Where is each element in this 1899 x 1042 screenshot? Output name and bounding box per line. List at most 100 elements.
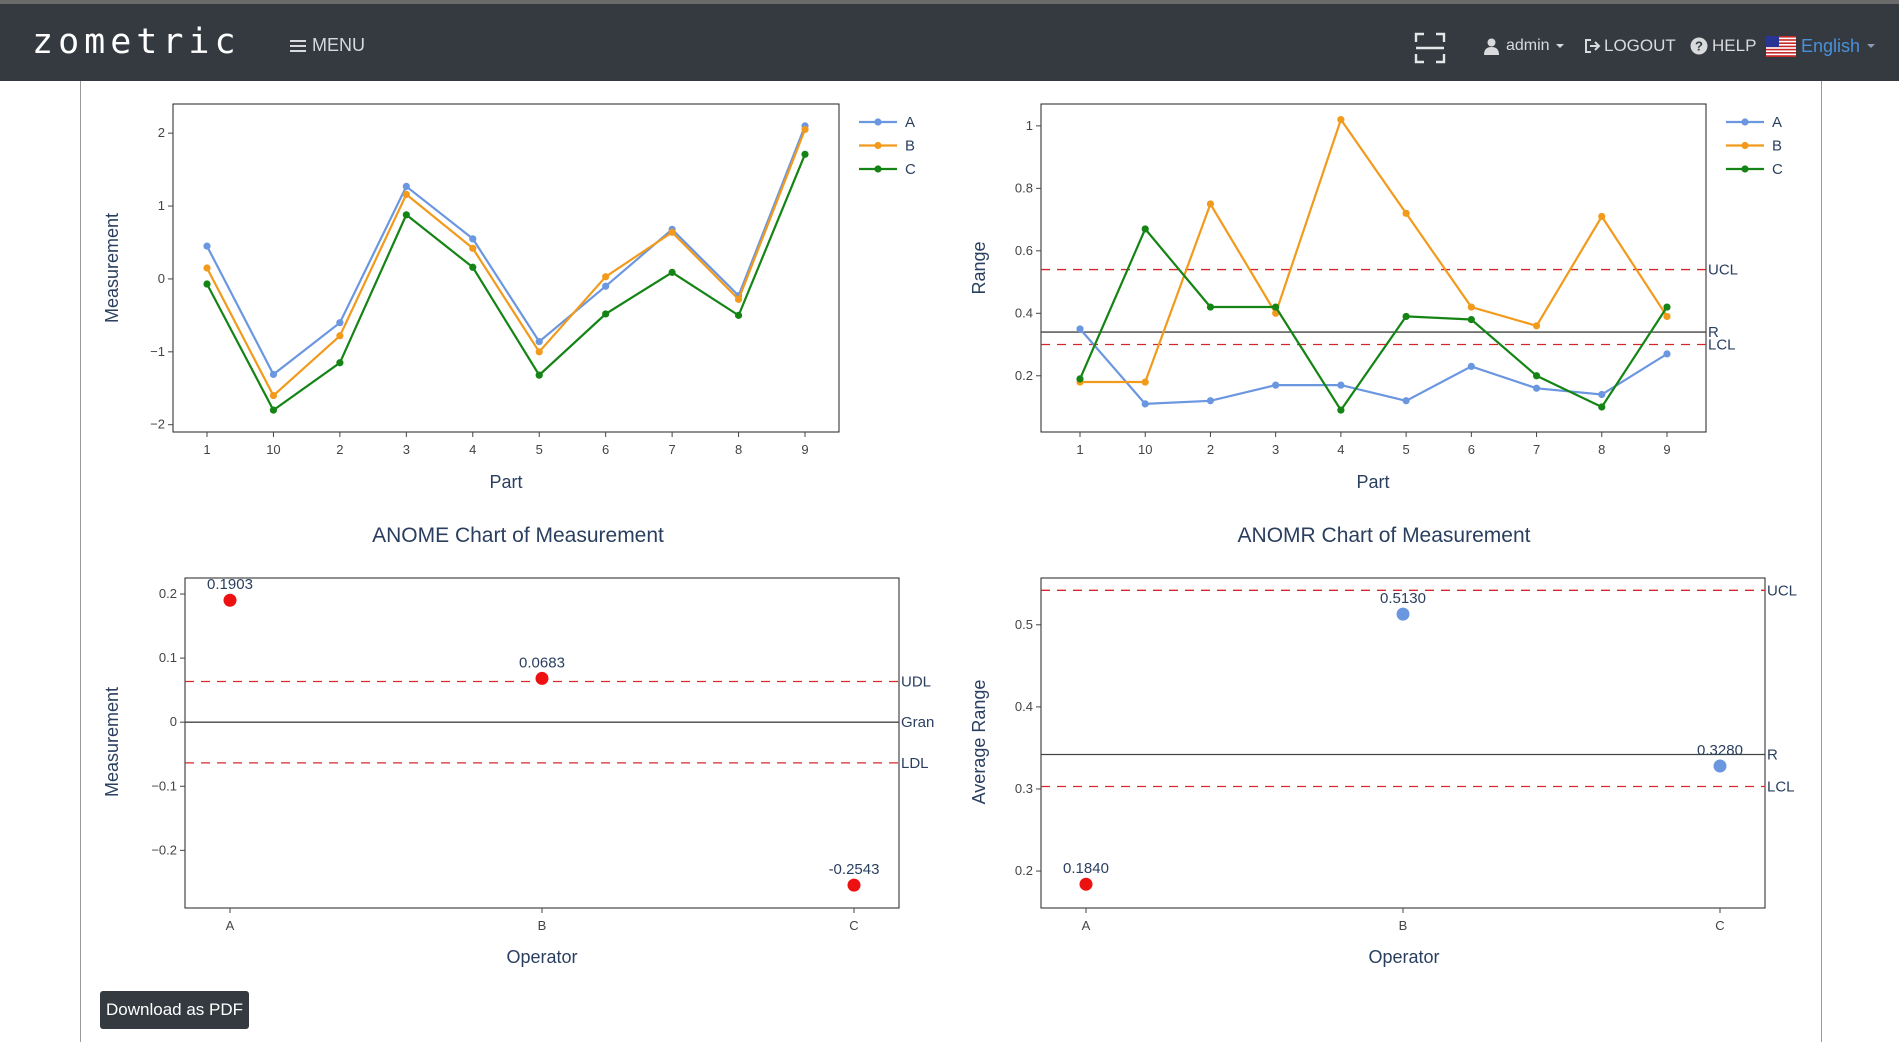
series-point-a xyxy=(1272,381,1280,389)
x-tick-label: A xyxy=(226,918,235,933)
series-point-c xyxy=(1532,372,1541,380)
legend-marker-b xyxy=(1741,141,1749,150)
caret-down-icon xyxy=(1555,44,1564,48)
series-point-a xyxy=(402,182,410,190)
reference-label-gran: Gran xyxy=(901,714,934,731)
series-point-b xyxy=(1337,116,1345,124)
legend-label-c: C xyxy=(905,161,916,178)
series-line-b xyxy=(206,129,807,398)
series-point-a xyxy=(469,235,477,243)
x-tick-label: 3 xyxy=(1272,442,1279,457)
series-line-b xyxy=(1080,117,1668,384)
series-line-c xyxy=(206,153,807,412)
legend-label-a: A xyxy=(905,114,915,131)
fullscreen-icon[interactable] xyxy=(1414,32,1446,64)
legend-label-a: A xyxy=(1772,114,1782,131)
series-point-c xyxy=(1337,406,1345,414)
series-line-a xyxy=(206,125,807,377)
x-tick-label: B xyxy=(538,918,547,933)
series-point-a xyxy=(1076,325,1084,333)
series-point-c xyxy=(402,211,410,219)
series-point-c xyxy=(801,150,809,158)
x-tick-label: 8 xyxy=(735,442,742,457)
series-point-b xyxy=(203,264,211,272)
user-menu[interactable]: admin xyxy=(1484,32,1565,60)
anome-plot-area: 0.1903 0.0683 -0.2543 xyxy=(207,576,879,892)
anomr-chart: ANOMR Chart of Measurement 0.20.30.40.5 … xyxy=(969,524,1797,967)
y-tick-label: 0 xyxy=(170,714,177,729)
series-point-b xyxy=(402,190,410,198)
caret-down-icon xyxy=(1867,44,1876,48)
range-y-ticks: 0.2 0.4 0.6 0.8 1 xyxy=(1015,118,1041,383)
help-button[interactable]: ? HELP xyxy=(1690,32,1756,60)
anome-reference-lines: UDL Gran LDL xyxy=(185,673,934,772)
series-point-a xyxy=(203,242,211,250)
y-tick-label: −0.2 xyxy=(151,842,177,857)
y-tick-label: 0.2 xyxy=(1015,863,1033,878)
series-point-a xyxy=(1467,362,1475,370)
range-y-title: Range xyxy=(969,241,989,294)
content-frame xyxy=(80,81,1822,1042)
x-tick-label: 9 xyxy=(1663,442,1670,457)
y-tick-label: 0.4 xyxy=(1015,699,1033,714)
x-tick-label: 10 xyxy=(1138,442,1152,457)
reference-label-ucl: UCL xyxy=(1767,582,1797,599)
x-tick-label: 10 xyxy=(266,442,280,457)
x-tick-label: 2 xyxy=(1207,442,1214,457)
anomr-x-ticks: A B C xyxy=(1082,908,1725,933)
anomr-title: ANOMR Chart of Measurement xyxy=(1238,524,1531,547)
anome-chart: ANOME Chart of Measurement −0.2 −0.1 0 0.1 0… xyxy=(102,524,934,967)
logo[interactable]: zometric xyxy=(32,22,241,62)
language-label: English xyxy=(1801,35,1861,56)
series-point-a xyxy=(1532,384,1541,392)
legend-label-b: B xyxy=(905,138,915,155)
range-x-ticks: 1 10 2 3 4 5 6 7 8 9 xyxy=(1076,432,1671,457)
series-point-a xyxy=(602,282,610,290)
series-point-b xyxy=(1532,322,1541,330)
x-tick-label: B xyxy=(1399,918,1408,933)
series-point-a xyxy=(1206,397,1215,405)
user-label: admin xyxy=(1506,37,1550,54)
series-point-c xyxy=(203,280,211,288)
series-point-a xyxy=(1337,381,1345,389)
x-tick-label: 6 xyxy=(1468,442,1475,457)
help-icon: ? xyxy=(1690,37,1708,55)
anomr-y-title: Average Range xyxy=(969,680,989,805)
y-tick-label: 0.2 xyxy=(1015,368,1033,383)
x-tick-label: 5 xyxy=(1402,442,1409,457)
logout-button[interactable]: LOGOUT xyxy=(1584,32,1676,60)
series-point-c xyxy=(1598,403,1606,411)
series-point-a xyxy=(1141,400,1149,408)
series-point-b xyxy=(734,295,743,303)
data-point-c xyxy=(847,878,861,892)
y-tick-label: 1 xyxy=(1026,118,1033,133)
legend-marker-a xyxy=(874,118,882,126)
legend-marker-a xyxy=(1741,118,1749,126)
download-pdf-button[interactable]: Download as PDF xyxy=(100,991,250,1029)
interaction-y-ticks: −2 −1 0 1 2 xyxy=(150,125,173,432)
interaction-x-ticks: 1 10 2 3 4 5 6 7 8 9 xyxy=(203,432,809,457)
reference-label-udl: UDL xyxy=(901,673,931,690)
series-point-b xyxy=(1402,209,1410,217)
x-tick-label: C xyxy=(849,918,858,933)
y-tick-label: 0.4 xyxy=(1015,305,1033,320)
y-tick-label: −1 xyxy=(150,344,165,359)
menu-button[interactable]: MENU xyxy=(290,35,365,56)
language-selector[interactable]: English xyxy=(1766,32,1876,60)
series-point-c xyxy=(1141,225,1149,233)
range-legend: ABC xyxy=(1726,114,1783,178)
logout-icon xyxy=(1585,39,1601,53)
interaction-plot-area xyxy=(203,122,809,414)
y-tick-label: 2 xyxy=(158,125,165,140)
series-point-b xyxy=(269,391,278,400)
series-point-c xyxy=(602,310,610,318)
data-point-c xyxy=(1713,759,1727,773)
x-tick-label: 7 xyxy=(1533,442,1540,457)
series-point-c xyxy=(668,268,676,276)
series-point-b xyxy=(668,228,676,236)
anomr-plot-area: 0.1840 0.5130 0.3280 xyxy=(1063,590,1743,891)
anomr-y-ticks: 0.2 0.3 0.4 0.5 xyxy=(1015,617,1041,878)
svg-text:?: ? xyxy=(1695,39,1703,54)
series-point-b xyxy=(1663,312,1671,321)
